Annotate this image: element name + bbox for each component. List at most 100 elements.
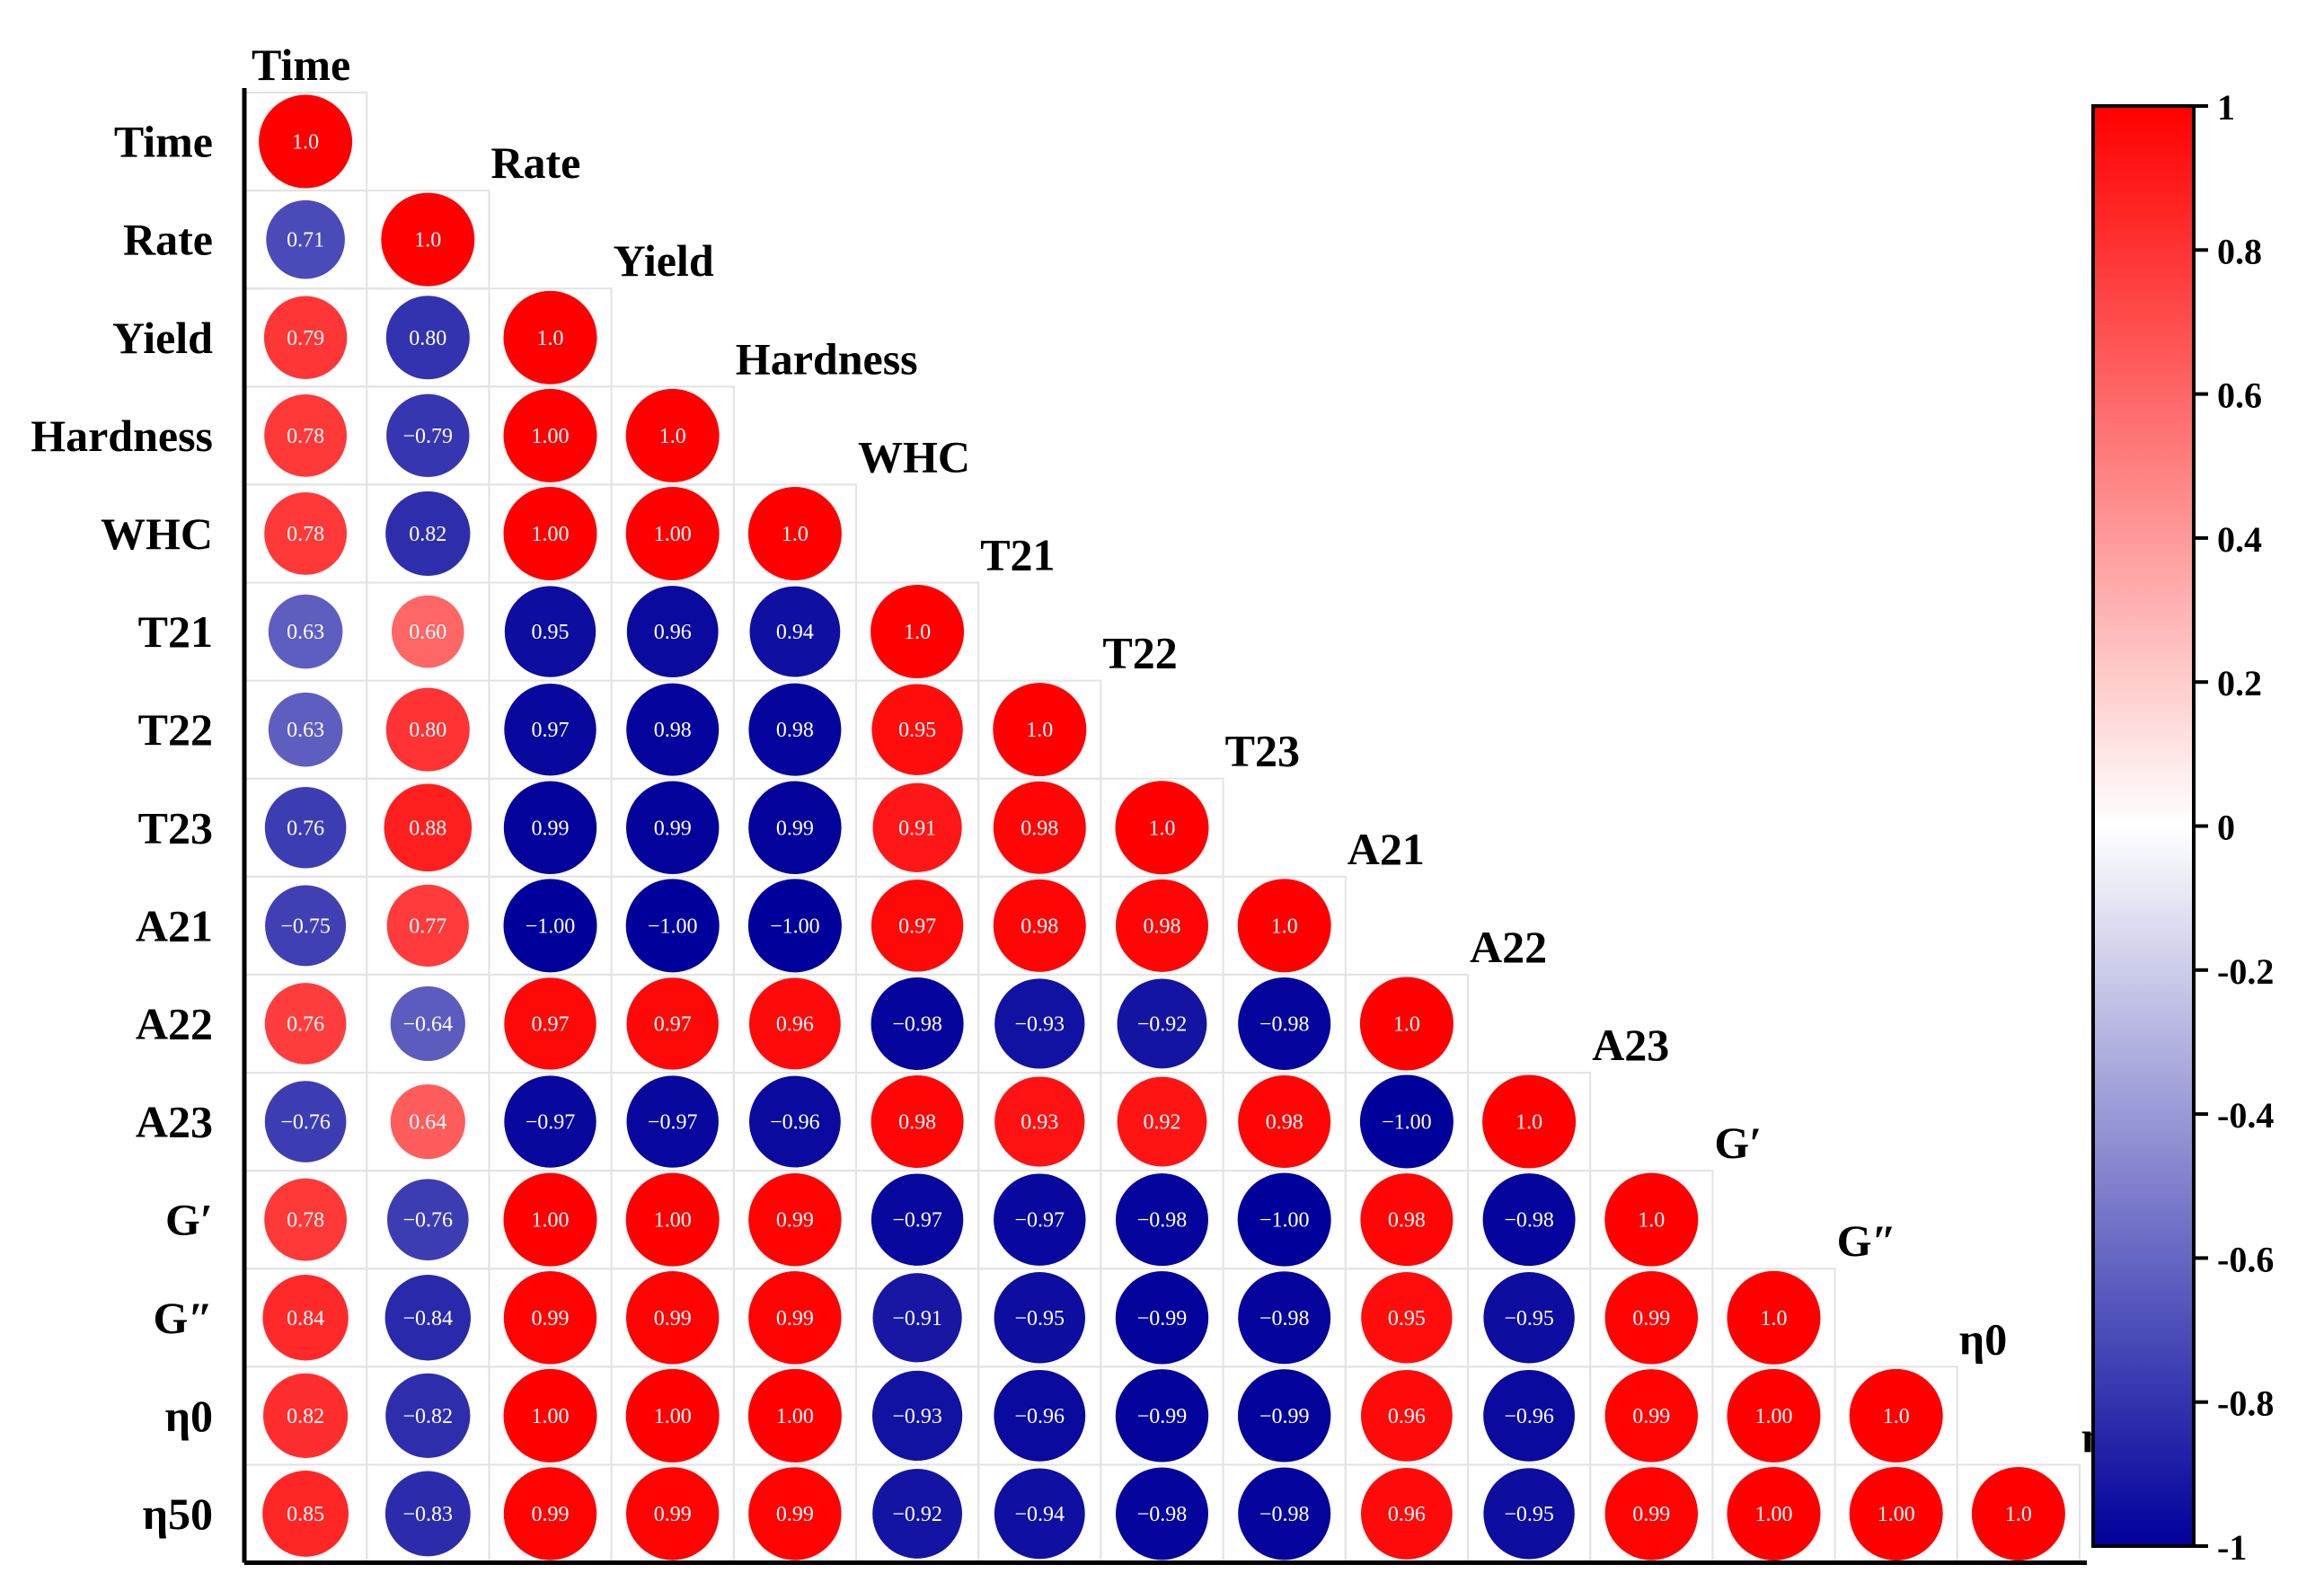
corr-circle-t21-rate [392, 595, 464, 668]
corr-value-label: 0.97 [654, 1012, 692, 1036]
col-label-t23: T23 [1225, 726, 1300, 776]
corr-circle-whc-hardness [625, 486, 720, 580]
corr-value-label: 0.60 [409, 621, 446, 644]
corr-value-label: 0.97 [532, 719, 570, 742]
col-label-whc: WHC [858, 431, 970, 482]
corr-value-label: 0.96 [1388, 1503, 1426, 1526]
corr-value-label: 0.94 [776, 621, 814, 644]
corr-circle-gprime-a22 [1360, 1173, 1454, 1267]
corr-value-label: 0.71 [287, 229, 324, 252]
corr-value-label: −0.84 [403, 1307, 454, 1330]
corr-value-label: 1.0 [1761, 1307, 1788, 1330]
corr-circle-eta50-eta0 [1849, 1466, 1943, 1560]
row-label-eta50: η50 [143, 1489, 213, 1539]
corr-circle-eta0-gdprime [1727, 1368, 1821, 1463]
corr-circle-hardness-hardness [625, 388, 720, 482]
corr-value-label: 0.64 [409, 1111, 446, 1135]
corr-value-label: −0.75 [280, 915, 331, 938]
corr-circle-t22-yield [504, 683, 596, 776]
corr-circle-t23-whc [748, 781, 842, 874]
corr-circle-a23-time [264, 1081, 347, 1162]
row-label-t23: T23 [138, 802, 213, 853]
colorbar-tick-label: -0.8 [2217, 1383, 2274, 1424]
corr-circle-eta0-a22 [1361, 1369, 1453, 1462]
corr-circle-t22-time [268, 692, 343, 767]
corr-circle-gdprime-time [262, 1275, 349, 1361]
corr-value-label: 0.95 [898, 719, 936, 742]
corr-circle-eta50-yield [503, 1467, 597, 1560]
corr-value-label: 0.92 [1144, 1111, 1181, 1135]
corr-circle-rate-time [266, 199, 345, 279]
corr-value-label: 1.00 [1755, 1503, 1793, 1526]
corr-value-label: 0.88 [409, 817, 446, 840]
corr-circle-a23-t21 [870, 1075, 964, 1169]
corr-value-label: −0.95 [1504, 1503, 1554, 1526]
colorbar-tick-label: 0.8 [2217, 231, 2262, 271]
corr-value-label: 0.99 [654, 1503, 692, 1526]
corr-value-label: 0.99 [654, 817, 692, 840]
corr-circle-t21-time [268, 594, 343, 669]
corr-circle-a22-t22 [994, 978, 1085, 1069]
corr-circle-eta50-t22 [994, 1468, 1085, 1560]
corr-value-label: −1.00 [1382, 1111, 1432, 1135]
corr-circle-eta50-a23 [1483, 1468, 1575, 1560]
corr-value-label: −0.94 [1015, 1503, 1065, 1526]
corr-value-label: 0.84 [287, 1307, 324, 1330]
colorbar-tick-label: 0.4 [2217, 519, 2262, 560]
corr-circle-t22-whc [748, 683, 842, 776]
col-label-t21: T21 [980, 530, 1055, 580]
corr-circle-gdprime-rate [384, 1275, 471, 1361]
corr-value-label: −0.97 [1015, 1209, 1065, 1233]
corr-circle-a22-t23 [1117, 978, 1207, 1069]
corr-circle-a21-yield [503, 879, 597, 973]
corr-value-label: 1.0 [292, 131, 319, 155]
colorbar-tick-label: 1 [2217, 87, 2235, 128]
corr-value-label: 0.99 [1632, 1307, 1670, 1330]
axes-layer [242, 88, 2087, 1565]
col-label-time: Time [252, 40, 350, 90]
corr-circle-gprime-time [264, 1178, 347, 1261]
corr-value-label: −1.00 [770, 915, 820, 938]
corr-value-label: 1.0 [2005, 1503, 2032, 1526]
corr-circle-a21-a21 [1237, 879, 1331, 973]
corr-circle-gdprime-a23 [1483, 1272, 1575, 1364]
corr-value-label: −0.98 [1259, 1503, 1310, 1526]
corr-value-label: 1.0 [1271, 915, 1298, 938]
corr-circle-a21-t23 [1116, 879, 1208, 972]
corr-value-label: 0.95 [532, 621, 570, 644]
corr-circle-a22-t21 [870, 977, 964, 1070]
corr-circle-gdprime-t21 [872, 1273, 962, 1363]
corr-circle-gprime-hardness [625, 1172, 720, 1267]
corr-value-label: 1.0 [1883, 1405, 1910, 1428]
corr-circle-yield-yield [503, 290, 597, 384]
corr-circle-eta50-gprime [1604, 1467, 1699, 1560]
corr-value-label: 0.99 [776, 1209, 814, 1233]
corr-circle-eta0-a21 [1238, 1369, 1331, 1463]
corr-value-label: 0.99 [776, 1307, 814, 1330]
corr-value-label: −0.98 [1137, 1503, 1188, 1526]
corr-value-label: 0.99 [532, 1307, 570, 1330]
corr-circle-gdprime-a21 [1238, 1271, 1331, 1365]
corr-circle-eta50-gdprime [1727, 1466, 1821, 1560]
corr-circle-eta0-eta0 [1849, 1368, 1943, 1463]
corr-value-label: 0.98 [776, 719, 814, 742]
row-label-time: Time [114, 117, 213, 167]
corr-circle-a23-a22 [1359, 1074, 1454, 1169]
row-label-t22: T22 [138, 704, 213, 755]
corr-value-label: 0.96 [776, 1012, 814, 1036]
corr-value-label: −0.98 [892, 1012, 942, 1036]
corr-value-label: 1.0 [414, 229, 441, 252]
col-label-rate: Rate [490, 137, 580, 188]
corr-circle-a22-yield [504, 977, 596, 1070]
corr-circle-a23-a23 [1482, 1074, 1577, 1169]
corr-circle-gprime-t22 [994, 1173, 1086, 1266]
corr-value-label: −0.64 [403, 1012, 454, 1036]
corr-value-label: −0.97 [648, 1111, 698, 1135]
corr-circle-eta0-yield [503, 1368, 597, 1463]
row-label-rate: Rate [123, 215, 213, 265]
corr-circle-t23-yield [503, 781, 597, 874]
corr-value-label: 0.77 [409, 915, 446, 938]
colorbar-tick-label: -0.6 [2217, 1239, 2274, 1279]
corr-circle-gprime-whc [748, 1172, 842, 1267]
corr-circle-a22-hardness [626, 977, 719, 1070]
